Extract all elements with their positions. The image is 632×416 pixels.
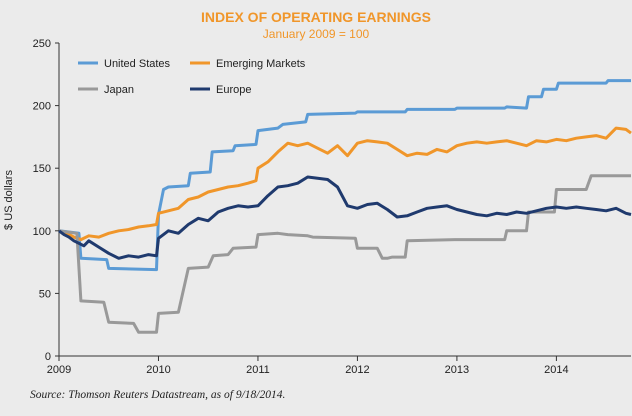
y-tick-label: 200 (33, 101, 51, 113)
y-tick-label: 100 (33, 226, 51, 238)
source-note: Source: Thomson Reuters Datastream, as o… (30, 389, 286, 401)
y-tick-label: 250 (33, 38, 51, 50)
x-tick-label: 2012 (345, 364, 369, 376)
x-tick-label: 2014 (544, 364, 568, 376)
y-axis-label: $ US dollars (3, 170, 15, 230)
legend-label-united-states: United States (104, 58, 171, 70)
chart-subtitle: January 2009 = 100 (262, 27, 370, 41)
x-tick-label: 2009 (47, 364, 71, 376)
series-line-europe (58, 175, 632, 260)
series-line-emerging-markets (58, 126, 632, 242)
y-tick-label: 50 (39, 288, 51, 300)
axes: 0 50 100 150 200 250 2009 2010 2011 2012 2013 2014 (33, 38, 631, 376)
legend-label-japan: Japan (104, 84, 134, 96)
legend: United States Emerging Markets Japan Europe (78, 58, 306, 96)
chart-title: INDEX OF OPERATING EARNINGS (201, 9, 431, 25)
legend-label-emerging-markets: Emerging Markets (216, 58, 306, 70)
x-tick-label: 2010 (146, 364, 170, 376)
series-line-japan (58, 174, 631, 334)
series-line-united-states (58, 79, 631, 272)
x-tick-label: 2013 (445, 364, 469, 376)
y-tick-label: 0 (45, 351, 51, 363)
y-tick-label: 150 (33, 163, 51, 175)
series-lines (58, 79, 632, 334)
legend-label-europe: Europe (216, 84, 251, 96)
x-tick-label: 2011 (246, 364, 270, 376)
